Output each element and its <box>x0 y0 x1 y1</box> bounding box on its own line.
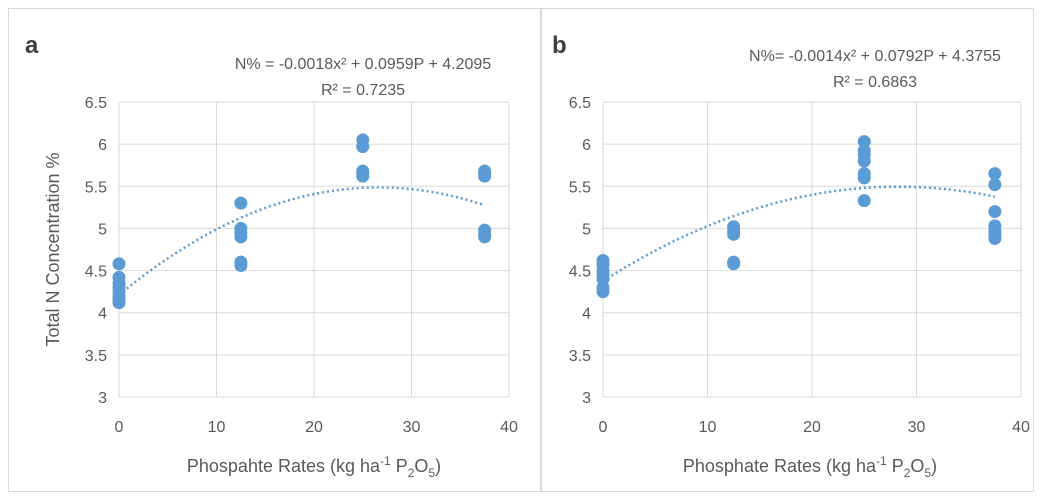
data-point-b <box>857 171 871 185</box>
y-tick-label: 6.5 <box>569 95 591 112</box>
x-tick-label: 10 <box>208 419 226 436</box>
polynomial-trendline-a <box>118 186 485 297</box>
y-tick-label: 5 <box>98 221 107 238</box>
chart-panel-a: 3 3.5 4 4.5 5 5.5 6 6.5 0 10 20 30 40 a N% = -0.0018x²… <box>8 8 541 492</box>
data-point-b <box>727 257 741 271</box>
r-squared-label-a: R² = 0.7235 <box>321 82 405 99</box>
data-point-b <box>596 285 610 299</box>
data-point-a <box>478 230 492 244</box>
data-point-a <box>112 257 126 271</box>
y-tick-label: 5.5 <box>569 179 591 196</box>
x-axis-title-text: O <box>414 456 428 476</box>
x-axis-title-text: O <box>910 456 924 476</box>
y-tick-label: 3 <box>98 390 107 407</box>
y-tick-label: 3.5 <box>85 348 107 365</box>
x-axis-title-text: Phospahte Rates (kg ha <box>187 456 381 476</box>
x-axis-title-text: ) <box>931 456 937 476</box>
data-point-b <box>988 178 1002 192</box>
x-tick-label: 0 <box>115 419 124 436</box>
data-point-b <box>857 135 871 149</box>
y-tick-label: 6 <box>582 137 591 154</box>
data-point-a <box>478 169 492 183</box>
data-point-a <box>234 230 248 244</box>
x-tick-label: 40 <box>1012 419 1030 436</box>
x-tick-label: 20 <box>803 419 821 436</box>
data-point-b <box>857 194 871 208</box>
y-tick-label: 6 <box>98 137 107 154</box>
x-tick-label: 30 <box>908 419 926 436</box>
panel-label-b: b <box>552 32 567 59</box>
x-axis-title-superscript: -1 <box>876 454 887 468</box>
x-tick-label: 20 <box>305 419 323 436</box>
x-axis-title-b: Phosphate Rates (kg ha-1 P2O5) <box>683 454 937 480</box>
x-axis-title-subscript: 5 <box>924 466 931 480</box>
data-point-a <box>356 169 370 183</box>
x-axis-title-a: Phospahte Rates (kg ha-1 P2O5) <box>187 454 441 480</box>
x-axis-title-text: P <box>391 456 408 476</box>
data-point-b <box>988 167 1002 181</box>
x-axis-title-text: ) <box>435 456 441 476</box>
x-tick-label: 0 <box>599 419 608 436</box>
y-tick-label: 4.5 <box>85 264 107 281</box>
x-axis-title-superscript: -1 <box>380 454 391 468</box>
trendline-equation-a: N% = -0.0018x² + 0.0959P + 4.2095 <box>235 56 491 73</box>
data-point-a <box>112 296 126 310</box>
x-axis-title-subscript: 2 <box>408 466 415 480</box>
chart-a-svg: 3 3.5 4 4.5 5 5.5 6 6.5 0 10 20 30 40 a N% = -0.0018x²… <box>25 32 518 480</box>
x-axis-title-subscript: 5 <box>428 466 435 480</box>
x-tick-label: 40 <box>500 419 518 436</box>
x-axis-title-text: Phosphate Rates (kg ha <box>683 456 877 476</box>
panel-label-a: a <box>25 32 39 59</box>
trendline-equation-b: N%= -0.0014x² + 0.0792P + 4.3755 <box>749 48 1001 65</box>
y-tick-label: 6.5 <box>85 95 107 112</box>
y-tick-label: 3.5 <box>569 348 591 365</box>
y-tick-label: 4 <box>582 306 591 323</box>
y-tick-label: 4.5 <box>569 264 591 281</box>
data-point-a <box>234 196 248 210</box>
data-point-b <box>988 205 1002 219</box>
polynomial-trendline-b <box>602 185 996 283</box>
y-tick-label: 5 <box>582 221 591 238</box>
y-tick-label: 5.5 <box>85 179 107 196</box>
data-point-b <box>988 232 1002 246</box>
data-point-a <box>356 140 370 154</box>
y-tick-label: 4 <box>98 306 107 323</box>
y-tick-label: 3 <box>582 390 591 407</box>
x-tick-label: 10 <box>699 419 717 436</box>
y-axis-title-a: Total N Concentration % <box>43 152 63 346</box>
data-point-a <box>234 259 248 273</box>
chart-b-svg: 3 3.5 4 4.5 5 5.5 6 6.5 0 10 20 30 40 b N%= -0.0014x² … <box>552 32 1030 480</box>
chart-panel-b: 3 3.5 4 4.5 5 5.5 6 6.5 0 10 20 30 40 b N%= -0.0014x² … <box>541 8 1034 492</box>
x-axis-title-subscript: 2 <box>904 466 911 480</box>
data-point-b <box>857 154 871 168</box>
r-squared-label-b: R² = 0.6863 <box>833 74 917 91</box>
x-axis-title-text: P <box>887 456 904 476</box>
data-point-b <box>727 227 741 241</box>
x-tick-label: 30 <box>403 419 421 436</box>
